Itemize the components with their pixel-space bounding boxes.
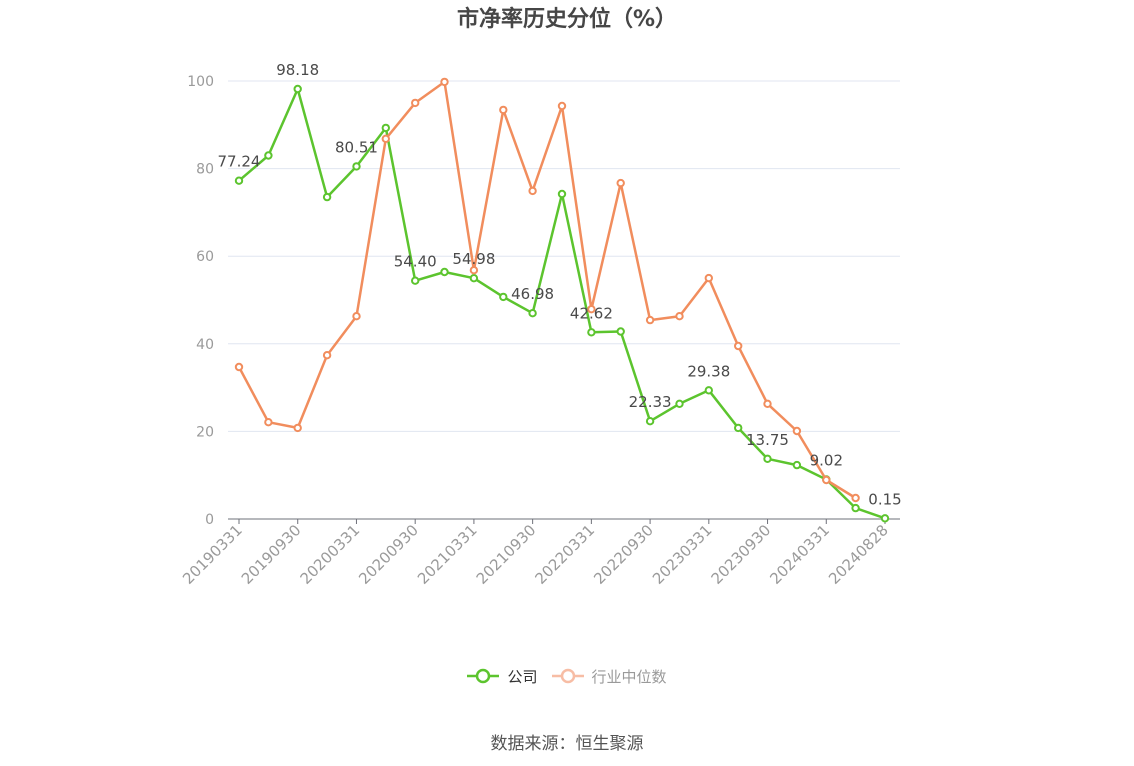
series-0-data-label: 46.98 [511, 285, 554, 303]
series-0-point [293, 84, 302, 94]
x-tick-label: 20230930 [708, 521, 775, 588]
series-0-point [469, 274, 479, 283]
x-tick-label: 20200331 [297, 521, 364, 588]
series-layer [234, 77, 890, 523]
series-0-data-label: 54.40 [394, 253, 437, 271]
series-1-point [499, 105, 508, 115]
legend: 公司 行业中位数 [0, 664, 1134, 688]
y-tick-label: 60 [196, 249, 214, 265]
series-0-point [322, 192, 332, 202]
series-1-point [234, 362, 244, 372]
series-0-point [528, 309, 537, 318]
y-tick-label: 20 [196, 424, 214, 440]
series-0-point [763, 454, 772, 463]
series-0-data-label: 80.51 [335, 138, 378, 156]
legend-item-company[interactable]: 公司 [467, 664, 538, 688]
series-0-point [440, 267, 449, 277]
series-1-point [704, 273, 713, 283]
series-0-point [675, 399, 684, 408]
series-1-line [237, 80, 857, 500]
series-1-point [616, 178, 625, 188]
series-0-point [616, 327, 625, 336]
series-1-point [440, 77, 449, 87]
x-tick-label: 20220930 [590, 521, 657, 588]
series-1-point [293, 423, 302, 433]
series-0-data-label: 13.75 [746, 431, 789, 449]
series-0-data-label: 9.02 [810, 452, 843, 470]
series-0-point [704, 386, 713, 395]
series-0-data-label: 42.62 [570, 304, 613, 322]
series-1-point [352, 312, 361, 321]
series-1-point [557, 101, 567, 111]
series-1-point [411, 98, 420, 108]
series-1-point [587, 305, 596, 314]
series-0-point [851, 503, 860, 513]
legend-line-circle-icon [551, 668, 584, 684]
x-tick-label: 20230331 [649, 521, 716, 588]
x-tick-label: 20240331 [766, 521, 833, 588]
y-tick-label: 80 [196, 162, 214, 178]
series-0-point [645, 417, 655, 426]
x-tick-label: 20200930 [355, 521, 422, 588]
legend-item-industry-median[interactable]: 行业中位数 [551, 664, 667, 688]
x-tick-label: 20210331 [414, 521, 481, 588]
series-0-point [411, 276, 420, 285]
series-1-point [675, 312, 684, 321]
chart-title: 市净率历史分位（%） [457, 6, 677, 32]
x-tick-label: 20210930 [473, 521, 540, 588]
series-0-point [734, 423, 743, 433]
series-0-data-label: 54.98 [452, 250, 495, 268]
series-0-point [587, 328, 596, 337]
x-tick-label: 20240828 [825, 521, 892, 588]
axes: 0 20 40 60 80 100 2019033120190930202003312020… [179, 74, 900, 588]
y-tick-label: 0 [205, 512, 214, 528]
series-0-point [499, 292, 508, 302]
series-1-point [763, 399, 772, 408]
series-1-point [734, 341, 743, 351]
series-0-point [234, 176, 244, 185]
series-0-data-label: 22.33 [629, 393, 672, 411]
y-tick-label: 100 [187, 74, 214, 90]
series-1-point [469, 266, 479, 275]
legend-label-industry-median: 行业中位数 [591, 667, 667, 686]
series-1-point [851, 493, 860, 503]
series-1-point [822, 475, 831, 485]
series-1-point [381, 134, 390, 144]
y-tick-label: 40 [196, 337, 214, 353]
data-labels: 77.24 98.18 80.51 54.40 54.98 46.98 42.62 22.33… [218, 61, 902, 508]
series-0-point [557, 189, 567, 199]
series-0-data-label: 77.24 [218, 153, 261, 171]
x-tick-label: 20220331 [531, 521, 598, 588]
series-0-point [264, 151, 273, 160]
series-0-data-label: 0.15 [868, 490, 901, 508]
legend-line-circle-icon [467, 668, 500, 684]
series-1-point [645, 315, 655, 325]
series-0-data-label: 98.18 [276, 61, 319, 79]
series-1-point [264, 418, 273, 427]
x-tick-label: 20190331 [179, 521, 246, 588]
x-tick-label: 20190930 [238, 521, 305, 588]
series-0-data-label: 29.38 [687, 362, 730, 380]
series-0-point [880, 514, 890, 523]
series-1-point [322, 351, 332, 360]
data-source-note: 数据来源：恒生聚源 [490, 734, 644, 754]
series-1-point [792, 426, 802, 436]
series-1-point [528, 186, 537, 196]
series-0-point [792, 460, 802, 470]
grid [228, 80, 900, 432]
series-0-point [352, 162, 361, 171]
legend-label-company: 公司 [507, 667, 538, 686]
series-0-point [381, 123, 390, 133]
